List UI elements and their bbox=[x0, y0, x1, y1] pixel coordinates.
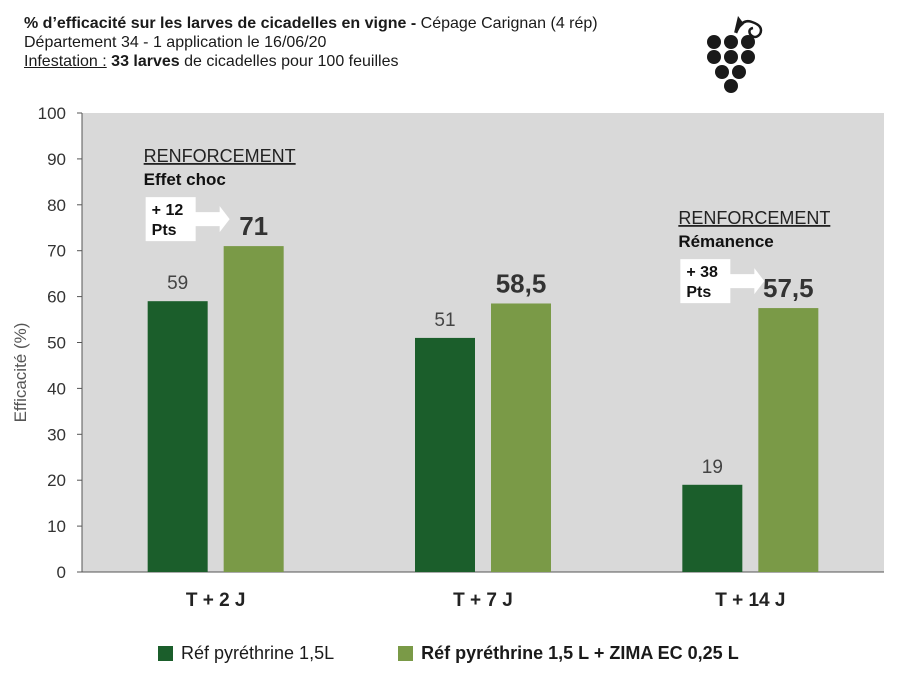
grape-dot bbox=[741, 50, 755, 64]
y-tick-label: 90 bbox=[47, 150, 66, 169]
legend: Réf pyréthrine 1,5L Réf pyréthrine 1,5 L… bbox=[158, 643, 803, 664]
y-tick-label: 0 bbox=[57, 563, 66, 582]
annotation-subheading: Rémanence bbox=[678, 232, 773, 251]
infestation-line: Infestation : 33 larves de cicadelles po… bbox=[24, 53, 399, 70]
data-label: 71 bbox=[239, 211, 268, 241]
bar-zima bbox=[491, 303, 551, 572]
bar-ref bbox=[415, 337, 475, 572]
grape-dot bbox=[732, 65, 746, 79]
vine-leaf bbox=[734, 16, 744, 33]
x-tick-label: T + 7 J bbox=[453, 590, 513, 611]
data-label: 51 bbox=[434, 310, 455, 331]
chart-header: % d’efficacité sur les larves de cicadel… bbox=[24, 14, 598, 71]
bar-ref bbox=[147, 301, 208, 572]
data-label: 58,5 bbox=[496, 268, 547, 298]
x-tick-label: T + 2 J bbox=[186, 590, 246, 611]
data-label: 57,5 bbox=[763, 273, 814, 303]
y-tick-label: 20 bbox=[47, 471, 66, 490]
plot-area bbox=[82, 113, 884, 572]
chart-title: % d’efficacité sur les larves de cicadel… bbox=[24, 15, 598, 32]
data-label: 59 bbox=[167, 273, 188, 294]
y-tick-label: 10 bbox=[47, 517, 66, 536]
annotation-subheading: Effet choc bbox=[144, 170, 226, 189]
vine-tendril bbox=[734, 19, 763, 39]
legend-item-ref: Réf pyréthrine 1,5L bbox=[158, 643, 334, 664]
grape-dot bbox=[741, 35, 755, 49]
y-tick-label: 40 bbox=[47, 379, 66, 398]
x-tick-label: T + 14 J bbox=[715, 590, 785, 611]
gain-unit: Pts bbox=[152, 222, 177, 239]
y-tick-label: 50 bbox=[47, 334, 66, 353]
grape-dot bbox=[707, 50, 721, 64]
data-label: 19 bbox=[702, 457, 723, 478]
grape-dot bbox=[724, 79, 738, 93]
y-tick-label: 70 bbox=[47, 242, 66, 261]
gain-unit: Pts bbox=[686, 284, 711, 301]
y-tick-label: 100 bbox=[38, 104, 66, 123]
bar-zima bbox=[223, 246, 284, 573]
bar-ref bbox=[682, 484, 743, 572]
gain-value: + 12 bbox=[152, 202, 184, 219]
legend-swatch-dark bbox=[158, 646, 173, 661]
grape-icon bbox=[707, 16, 763, 93]
annotation-heading: RENFORCEMENT bbox=[678, 208, 830, 228]
grape-dot bbox=[724, 50, 738, 64]
grape-dot bbox=[707, 35, 721, 49]
gain-arrow-box bbox=[680, 259, 765, 304]
legend-swatch-light bbox=[398, 646, 414, 661]
legend-label-ref: Réf pyréthrine 1,5L bbox=[181, 643, 335, 663]
legend-item-zima: Réf pyréthrine 1,5 L + ZIMA EC 0,25 L bbox=[398, 643, 739, 664]
legend-label-zima: Réf pyréthrine 1,5 L + ZIMA EC 0,25 L bbox=[421, 643, 739, 663]
gain-arrow-box bbox=[145, 197, 230, 242]
y-tick-label: 80 bbox=[47, 196, 66, 215]
y-tick-label: 60 bbox=[47, 288, 66, 307]
y-axis-label: Efficacité (%) bbox=[11, 323, 30, 423]
grape-dot bbox=[724, 35, 738, 49]
gain-value: + 38 bbox=[686, 264, 718, 281]
annotation-heading: RENFORCEMENT bbox=[144, 146, 296, 166]
y-tick-label: 30 bbox=[47, 425, 66, 444]
chart-subtitle: Département 34 - 1 application le 16/06/… bbox=[24, 34, 327, 51]
grape-dot bbox=[715, 65, 729, 79]
bar-zima bbox=[758, 308, 819, 572]
